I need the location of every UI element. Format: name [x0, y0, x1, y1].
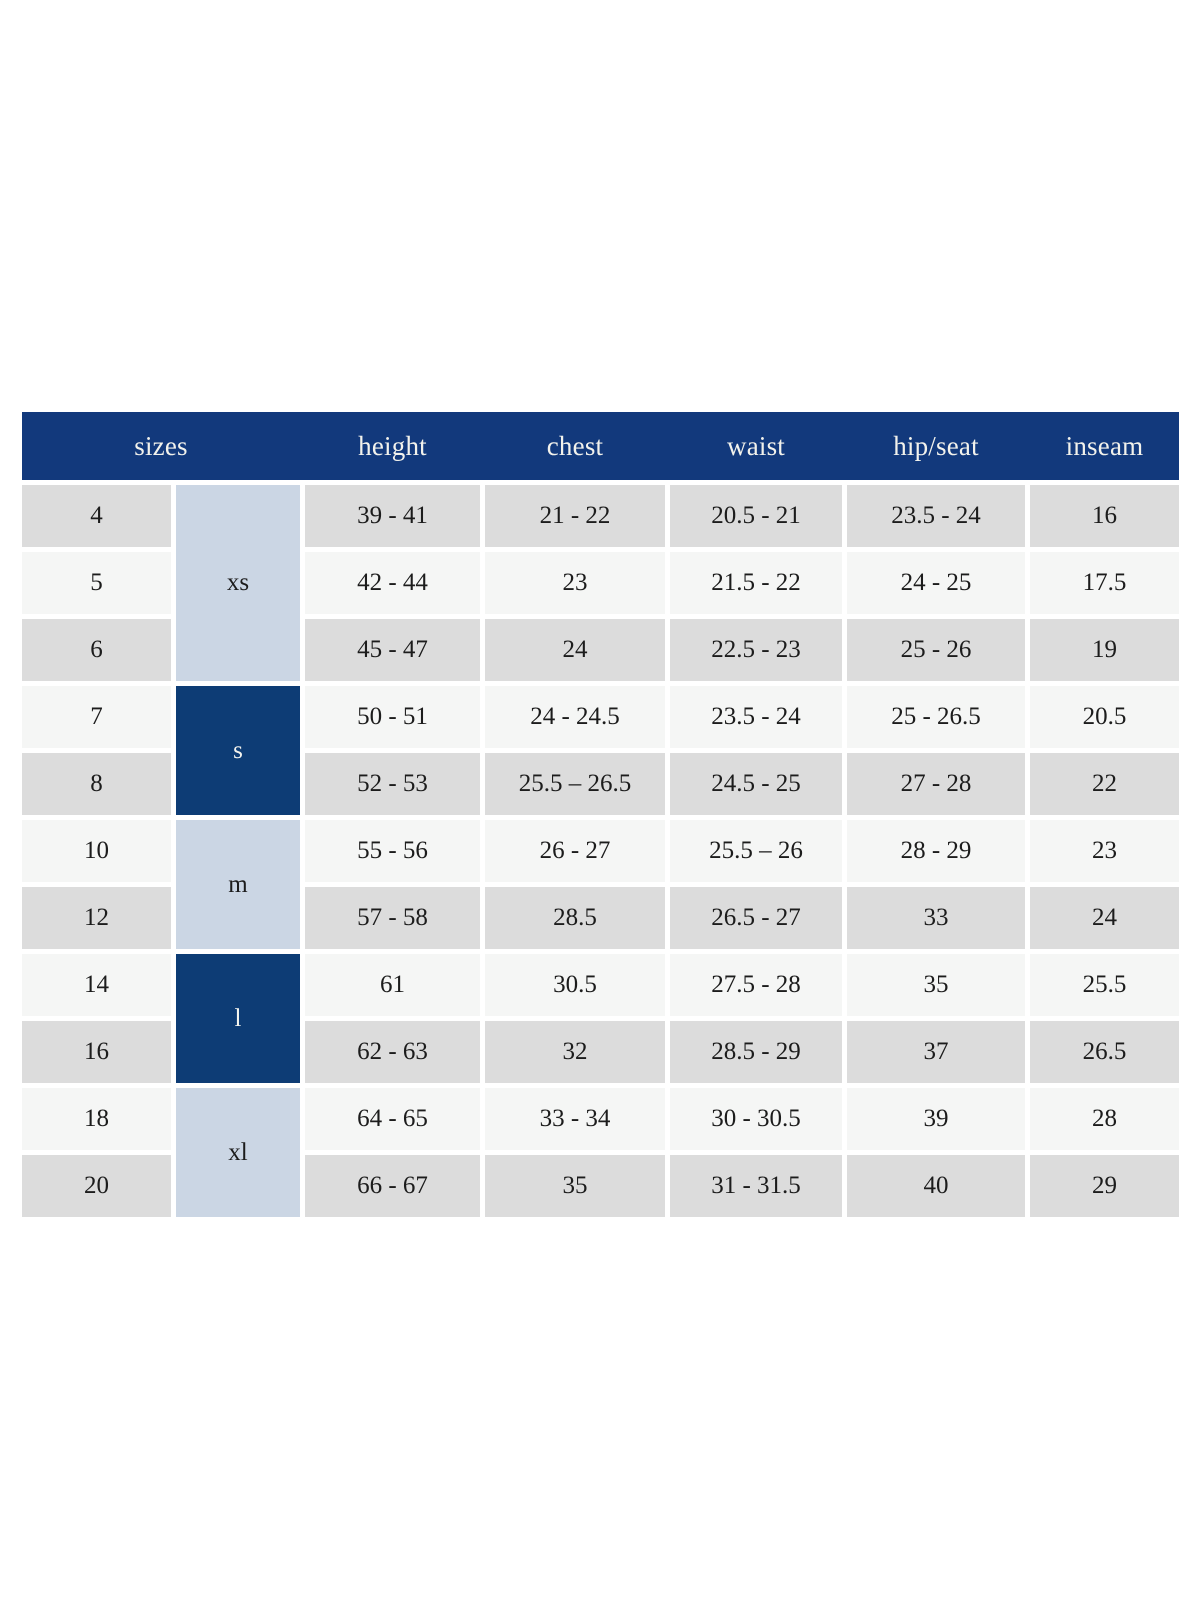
waist-cell-row-7: 23.5 - 24: [670, 686, 842, 748]
height-cell-row-8: 52 - 53: [305, 753, 480, 815]
column-header-height: height: [358, 430, 427, 461]
waist-cell-row-5: 21.5 - 22: [670, 552, 842, 614]
hip-seat-cell-row-6: 25 - 26: [847, 619, 1025, 681]
inseam-cell-row-5: 17.5: [1030, 552, 1179, 614]
waist-cell-row-16: 28.5 - 29: [670, 1021, 842, 1083]
column-header-sizes: sizes: [134, 430, 188, 461]
size-cell-row-14: 14: [22, 954, 171, 1016]
chest-cell-row-20: 35: [485, 1155, 665, 1217]
inseam-cell-row-12: 24: [1030, 887, 1179, 949]
hip-seat-cell-row-7: 25 - 26.5: [847, 686, 1025, 748]
inseam-cell-row-4: 16: [1030, 485, 1179, 547]
size-group-cell-xl: xl: [176, 1088, 300, 1217]
waist-cell-row-4: 20.5 - 21: [670, 485, 842, 547]
inseam-cell-row-8: 22: [1030, 753, 1179, 815]
height-cell-row-10: 55 - 56: [305, 820, 480, 882]
height-cell-row-16: 62 - 63: [305, 1021, 480, 1083]
hip-seat-cell-row-12: 33: [847, 887, 1025, 949]
size-cell-row-4: 4: [22, 485, 171, 547]
chest-cell-row-6: 24: [485, 619, 665, 681]
chest-cell-row-5: 23: [485, 552, 665, 614]
size-cell-row-16: 16: [22, 1021, 171, 1083]
waist-cell-row-8: 24.5 - 25: [670, 753, 842, 815]
height-cell-row-4: 39 - 41: [305, 485, 480, 547]
waist-cell-row-14: 27.5 - 28: [670, 954, 842, 1016]
inseam-cell-row-6: 19: [1030, 619, 1179, 681]
size-group-cell-l: l: [176, 954, 300, 1083]
waist-cell-row-6: 22.5 - 23: [670, 619, 842, 681]
waist-cell-row-18: 30 - 30.5: [670, 1088, 842, 1150]
hip-seat-cell-row-16: 37: [847, 1021, 1025, 1083]
inseam-cell-row-20: 29: [1030, 1155, 1179, 1217]
height-cell-row-12: 57 - 58: [305, 887, 480, 949]
size-cell-row-5: 5: [22, 552, 171, 614]
chest-cell-row-7: 24 - 24.5: [485, 686, 665, 748]
column-header-inseam: inseam: [1065, 430, 1144, 461]
inseam-cell-row-16: 26.5: [1030, 1021, 1179, 1083]
height-cell-row-20: 66 - 67: [305, 1155, 480, 1217]
chest-cell-row-10: 26 - 27: [485, 820, 665, 882]
hip-seat-cell-row-5: 24 - 25: [847, 552, 1025, 614]
inseam-cell-row-10: 23: [1030, 820, 1179, 882]
hip-seat-cell-row-4: 23.5 - 24: [847, 485, 1025, 547]
height-cell-row-7: 50 - 51: [305, 686, 480, 748]
size-chart-table: sizes height chest waist hip/seat inseam…: [22, 412, 1179, 1217]
column-header-waist: waist: [727, 430, 785, 461]
size-cell-row-8: 8: [22, 753, 171, 815]
inseam-cell-row-18: 28: [1030, 1088, 1179, 1150]
height-cell-row-18: 64 - 65: [305, 1088, 480, 1150]
height-cell-row-6: 45 - 47: [305, 619, 480, 681]
hip-seat-cell-row-10: 28 - 29: [847, 820, 1025, 882]
hip-seat-cell-row-20: 40: [847, 1155, 1025, 1217]
table-header-row: sizes height chest waist hip/seat inseam: [22, 412, 1179, 480]
waist-cell-row-12: 26.5 - 27: [670, 887, 842, 949]
hip-seat-cell-row-18: 39: [847, 1088, 1025, 1150]
height-cell-row-14: 61: [305, 954, 480, 1016]
inseam-cell-row-14: 25.5: [1030, 954, 1179, 1016]
column-header-chest: chest: [546, 430, 604, 461]
chest-cell-row-14: 30.5: [485, 954, 665, 1016]
size-group-cell-xs: xs: [176, 485, 300, 681]
waist-cell-row-10: 25.5 – 26: [670, 820, 842, 882]
chest-cell-row-12: 28.5: [485, 887, 665, 949]
chest-cell-row-18: 33 - 34: [485, 1088, 665, 1150]
size-cell-row-7: 7: [22, 686, 171, 748]
chest-cell-row-4: 21 - 22: [485, 485, 665, 547]
size-cell-row-12: 12: [22, 887, 171, 949]
hip-seat-cell-row-8: 27 - 28: [847, 753, 1025, 815]
size-cell-row-20: 20: [22, 1155, 171, 1217]
chest-cell-row-8: 25.5 – 26.5: [485, 753, 665, 815]
size-cell-row-10: 10: [22, 820, 171, 882]
waist-cell-row-20: 31 - 31.5: [670, 1155, 842, 1217]
inseam-cell-row-7: 20.5: [1030, 686, 1179, 748]
hip-seat-cell-row-14: 35: [847, 954, 1025, 1016]
size-cell-row-18: 18: [22, 1088, 171, 1150]
chest-cell-row-16: 32: [485, 1021, 665, 1083]
size-group-cell-m: m: [176, 820, 300, 949]
size-group-cell-s: s: [176, 686, 300, 815]
column-header-hip-seat: hip/seat: [893, 430, 979, 461]
size-cell-row-6: 6: [22, 619, 171, 681]
height-cell-row-5: 42 - 44: [305, 552, 480, 614]
